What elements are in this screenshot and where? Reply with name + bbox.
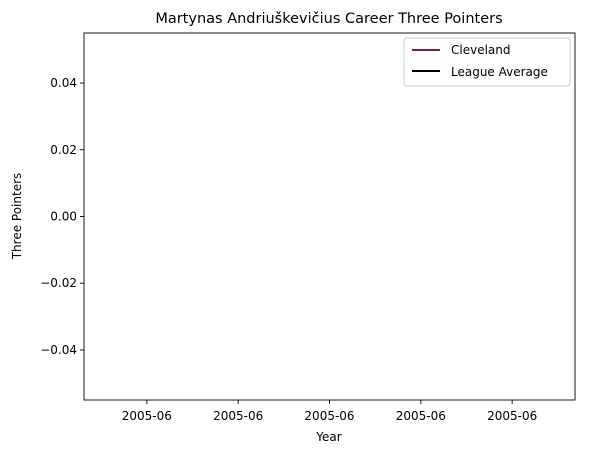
y-tick-label: 0.04: [50, 76, 77, 90]
y-tick-label: 0.00: [50, 210, 77, 224]
x-tick-label: 2005-06: [304, 409, 354, 423]
x-tick-label: 2005-06: [213, 409, 263, 423]
y-tick-label: −0.02: [40, 276, 77, 290]
x-axis: 2005-06 2005-06 2005-06 2005-06 2005-06: [122, 400, 537, 423]
x-axis-label: Year: [315, 430, 341, 444]
y-tick-label: 0.02: [50, 143, 77, 157]
y-axis-label: Three Pointers: [10, 173, 24, 261]
legend-box: [403, 37, 571, 87]
legend-label-cleveland: Cleveland: [451, 43, 511, 57]
y-tick-label: −0.04: [40, 343, 77, 357]
x-tick-label: 2005-06: [122, 409, 172, 423]
x-tick-label: 2005-06: [487, 409, 537, 423]
legend: Cleveland League Average: [403, 37, 571, 87]
x-tick-label: 2005-06: [396, 409, 446, 423]
legend-label-league-average: League Average: [451, 65, 548, 79]
y-axis: −0.04 −0.02 0.00 0.02 0.04: [40, 76, 84, 357]
chart-title: Martynas Andriuškevičius Career Three Po…: [155, 11, 502, 27]
plot-area: [83, 32, 576, 401]
